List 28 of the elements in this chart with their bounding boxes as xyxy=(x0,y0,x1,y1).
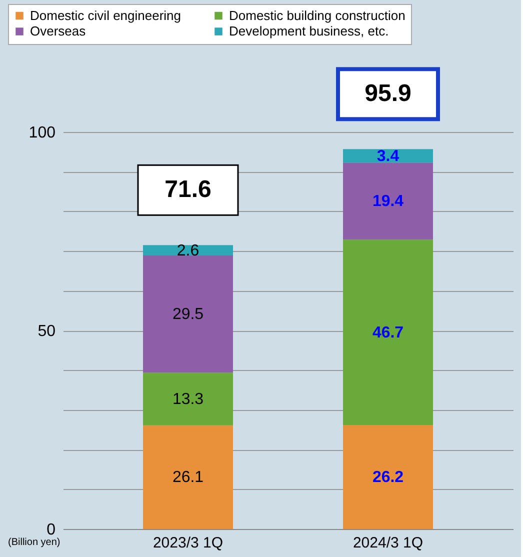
data-label: 13.3 xyxy=(172,390,204,408)
data-label: 46.7 xyxy=(372,324,404,342)
legend-label: Overseas xyxy=(30,24,86,38)
x-tick-label: 2023/3 1Q xyxy=(152,534,224,552)
bar xyxy=(143,372,233,426)
data-label: 26.1 xyxy=(172,469,204,486)
data-label: 26.2 xyxy=(372,468,404,486)
legend-label: Domestic building construction xyxy=(229,8,406,23)
data-label: 2.6 xyxy=(176,242,200,260)
bar xyxy=(343,424,433,529)
data-label: 19.4 xyxy=(372,193,404,210)
bar xyxy=(143,245,233,256)
y-tick-label: 50 xyxy=(38,323,56,340)
data-label: 29.5 xyxy=(172,306,204,324)
legend-label: Development business, etc. xyxy=(229,24,389,38)
bar xyxy=(343,240,433,425)
text: (Billion yen) xyxy=(8,537,60,548)
total-label: 71.6 xyxy=(164,176,212,204)
total-label: 95.9 xyxy=(364,80,412,108)
bar xyxy=(143,425,233,529)
data-label: 3.4 xyxy=(376,148,400,165)
legend-label: Domestic civil engineering xyxy=(30,8,182,23)
y-tick-label: 0 xyxy=(46,522,56,538)
bar xyxy=(343,149,433,163)
y-tick-label: 100 xyxy=(28,124,56,142)
x-tick-label: 2024/3 1Q xyxy=(352,534,424,552)
bar xyxy=(343,162,433,240)
bar xyxy=(143,255,233,373)
